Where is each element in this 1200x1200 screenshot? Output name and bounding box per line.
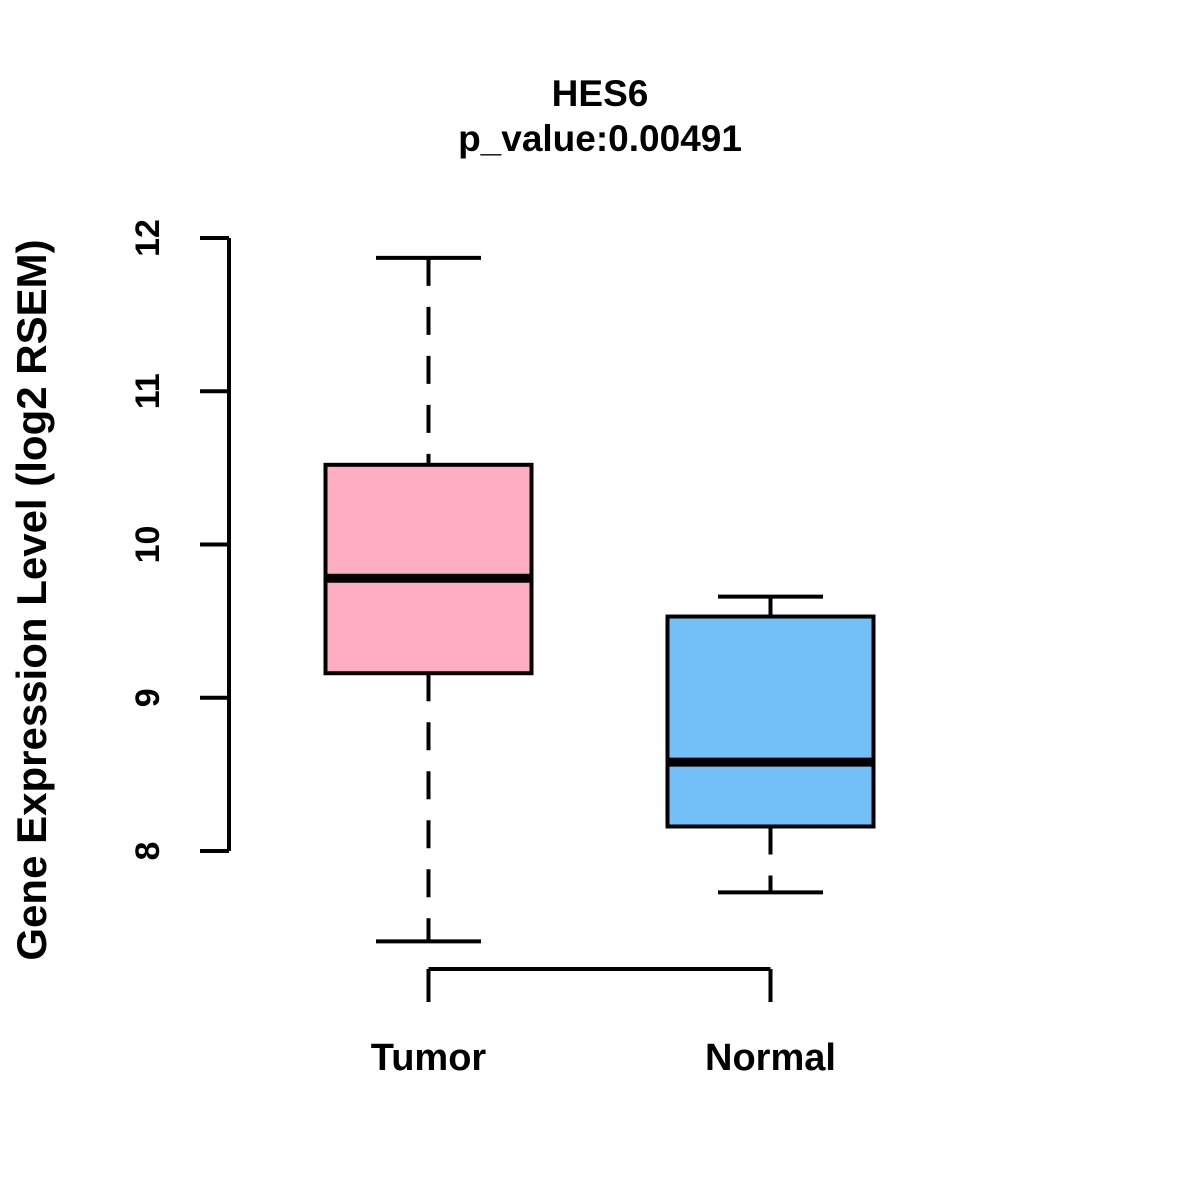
x-category-label: Normal: [705, 1037, 836, 1079]
y-axis-tick-label: 12: [129, 219, 167, 257]
y-axis-tick-label: 9: [129, 688, 167, 707]
y-axis-tick-label: 11: [129, 373, 167, 409]
y-axis-tick-label: 10: [129, 526, 167, 564]
chart-title: HES6: [551, 73, 649, 114]
x-category-label: Tumor: [371, 1037, 487, 1079]
box-normal: [665, 614, 876, 829]
y-axis-tick-label: 8: [129, 842, 167, 861]
box-tumor: [323, 462, 534, 676]
chart-subtitle: p_value:0.00491: [458, 118, 742, 159]
